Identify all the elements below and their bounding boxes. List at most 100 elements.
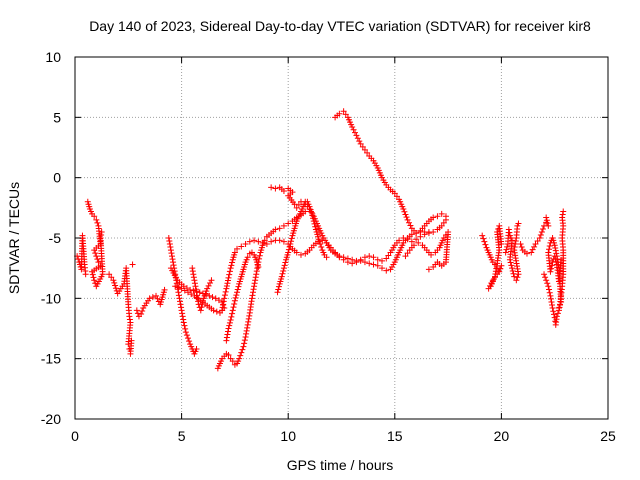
data-point — [246, 312, 253, 319]
data-point — [97, 235, 104, 241]
data-point — [504, 243, 511, 250]
data-point — [256, 255, 263, 262]
data-point — [555, 262, 562, 269]
data-point — [402, 211, 409, 218]
data-point — [126, 313, 133, 320]
data-point — [229, 259, 236, 266]
data-point — [509, 265, 516, 272]
data-point — [184, 335, 191, 342]
data-point — [544, 220, 551, 227]
data-point — [220, 301, 227, 308]
data-point — [546, 289, 553, 296]
data-point — [255, 263, 262, 270]
y-tick-label: -5 — [49, 230, 62, 246]
data-point — [543, 214, 550, 221]
data-point — [111, 279, 118, 286]
data-point — [349, 123, 356, 130]
data-point — [178, 304, 185, 311]
data-point — [518, 244, 525, 251]
data-point — [244, 321, 251, 328]
data-point — [511, 244, 518, 251]
data-point — [249, 292, 256, 299]
data-point — [268, 238, 275, 245]
data-point — [183, 332, 190, 339]
data-point — [379, 257, 386, 264]
data-point — [481, 238, 488, 245]
data-point — [229, 310, 236, 317]
data-point — [112, 282, 119, 289]
data-point — [379, 265, 386, 272]
data-point — [407, 222, 414, 229]
data-point — [361, 254, 368, 261]
data-point — [153, 292, 160, 299]
data-point — [167, 244, 174, 251]
data-point — [212, 295, 219, 302]
data-point — [190, 274, 197, 281]
y-tick-label: -10 — [41, 290, 61, 306]
data-point — [225, 325, 232, 332]
data-point — [178, 285, 185, 292]
data-point — [480, 235, 487, 242]
data-point — [318, 244, 325, 251]
data-point — [223, 285, 230, 292]
data-point — [190, 271, 197, 278]
data-point — [275, 283, 282, 290]
data-point — [229, 358, 236, 365]
x-tick-label: 10 — [280, 428, 296, 444]
data-point — [243, 327, 250, 334]
data-point — [297, 251, 304, 258]
data-point — [215, 297, 222, 304]
data-point — [517, 241, 524, 248]
data-point — [285, 246, 292, 253]
data-point — [554, 259, 561, 266]
data-point — [238, 349, 245, 356]
data-point — [226, 322, 233, 329]
data-point — [513, 277, 520, 284]
data-point — [507, 259, 514, 266]
data-point — [340, 256, 347, 263]
data-point — [410, 242, 417, 249]
data-point — [550, 308, 557, 315]
data-point — [514, 274, 521, 281]
data-point — [166, 238, 173, 245]
data-point — [250, 289, 257, 296]
data-point — [169, 253, 176, 260]
data-point — [238, 243, 245, 250]
data-point — [553, 253, 560, 260]
data-point — [255, 238, 262, 245]
data-point — [511, 273, 518, 280]
data-point — [281, 262, 288, 269]
data-point — [506, 256, 513, 263]
data-point — [285, 220, 292, 227]
x-tick-label: 0 — [71, 428, 79, 444]
data-point — [223, 334, 230, 341]
data-point — [291, 201, 298, 208]
data-point — [110, 277, 117, 284]
data-point — [199, 300, 206, 307]
data-point — [170, 259, 177, 266]
chart-title: Day 140 of 2023, Sidereal Day-to-day VTE… — [89, 18, 591, 34]
data-point — [248, 295, 255, 302]
data-point — [280, 238, 287, 245]
data-point — [319, 237, 326, 244]
data-point — [274, 289, 281, 296]
data-point — [342, 111, 349, 118]
data-point — [532, 241, 539, 248]
data-point — [245, 315, 252, 322]
data-point — [482, 241, 489, 248]
data-point — [245, 318, 252, 325]
data-point — [552, 247, 559, 254]
data-point — [82, 271, 89, 278]
data-point — [502, 249, 509, 256]
data-point — [128, 337, 135, 344]
data-point — [442, 213, 449, 220]
data-point — [89, 268, 96, 275]
data-point — [93, 216, 100, 223]
data-point — [268, 184, 275, 191]
data-point — [544, 280, 551, 287]
data-point — [252, 277, 259, 284]
data-point — [176, 295, 183, 302]
data-point — [209, 294, 216, 301]
data-point — [278, 273, 285, 280]
data-point — [234, 289, 241, 296]
